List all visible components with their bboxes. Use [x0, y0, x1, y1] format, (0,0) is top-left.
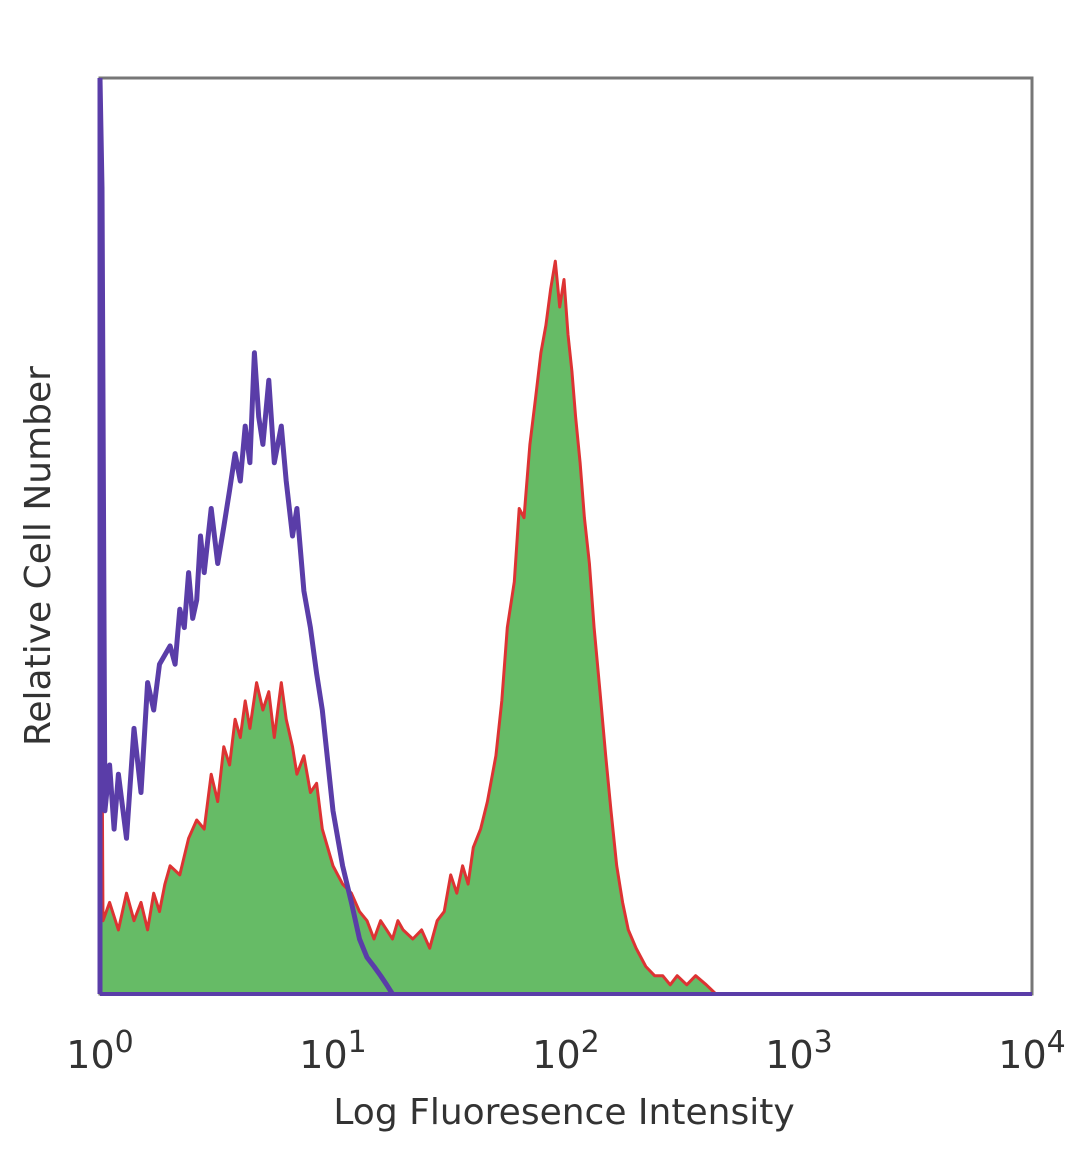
x-tick-label: 100: [66, 1025, 133, 1077]
stained-histogram-fill: [100, 261, 716, 994]
x-tick-base: 10: [532, 1033, 580, 1077]
x-tick-label: 104: [998, 1025, 1065, 1077]
x-tick-label: 102: [532, 1025, 599, 1077]
control-histogram-line: [97, 77, 395, 996]
x-tick-base: 10: [765, 1033, 813, 1077]
x-tick-base: 10: [998, 1033, 1046, 1077]
x-axis-label: Log Fluoresence Intensity: [333, 1092, 794, 1133]
x-tick-exponent: 1: [348, 1025, 367, 1060]
stained-histogram-outline: [98, 259, 717, 996]
x-axis-ticks: 100 101 102 103 104: [66, 1025, 1065, 1077]
x-tick-base: 10: [66, 1033, 114, 1077]
x-tick-exponent: 3: [814, 1025, 833, 1060]
x-tick-exponent: 2: [581, 1025, 600, 1060]
x-tick-label: 103: [765, 1025, 832, 1077]
x-tick-label: 101: [299, 1025, 366, 1077]
x-tick-exponent: 0: [115, 1025, 134, 1060]
y-axis-label: Relative Cell Number: [18, 366, 59, 746]
plot-area: [97, 77, 717, 996]
x-tick-exponent: 4: [1047, 1025, 1066, 1060]
x-tick-base: 10: [299, 1033, 347, 1077]
